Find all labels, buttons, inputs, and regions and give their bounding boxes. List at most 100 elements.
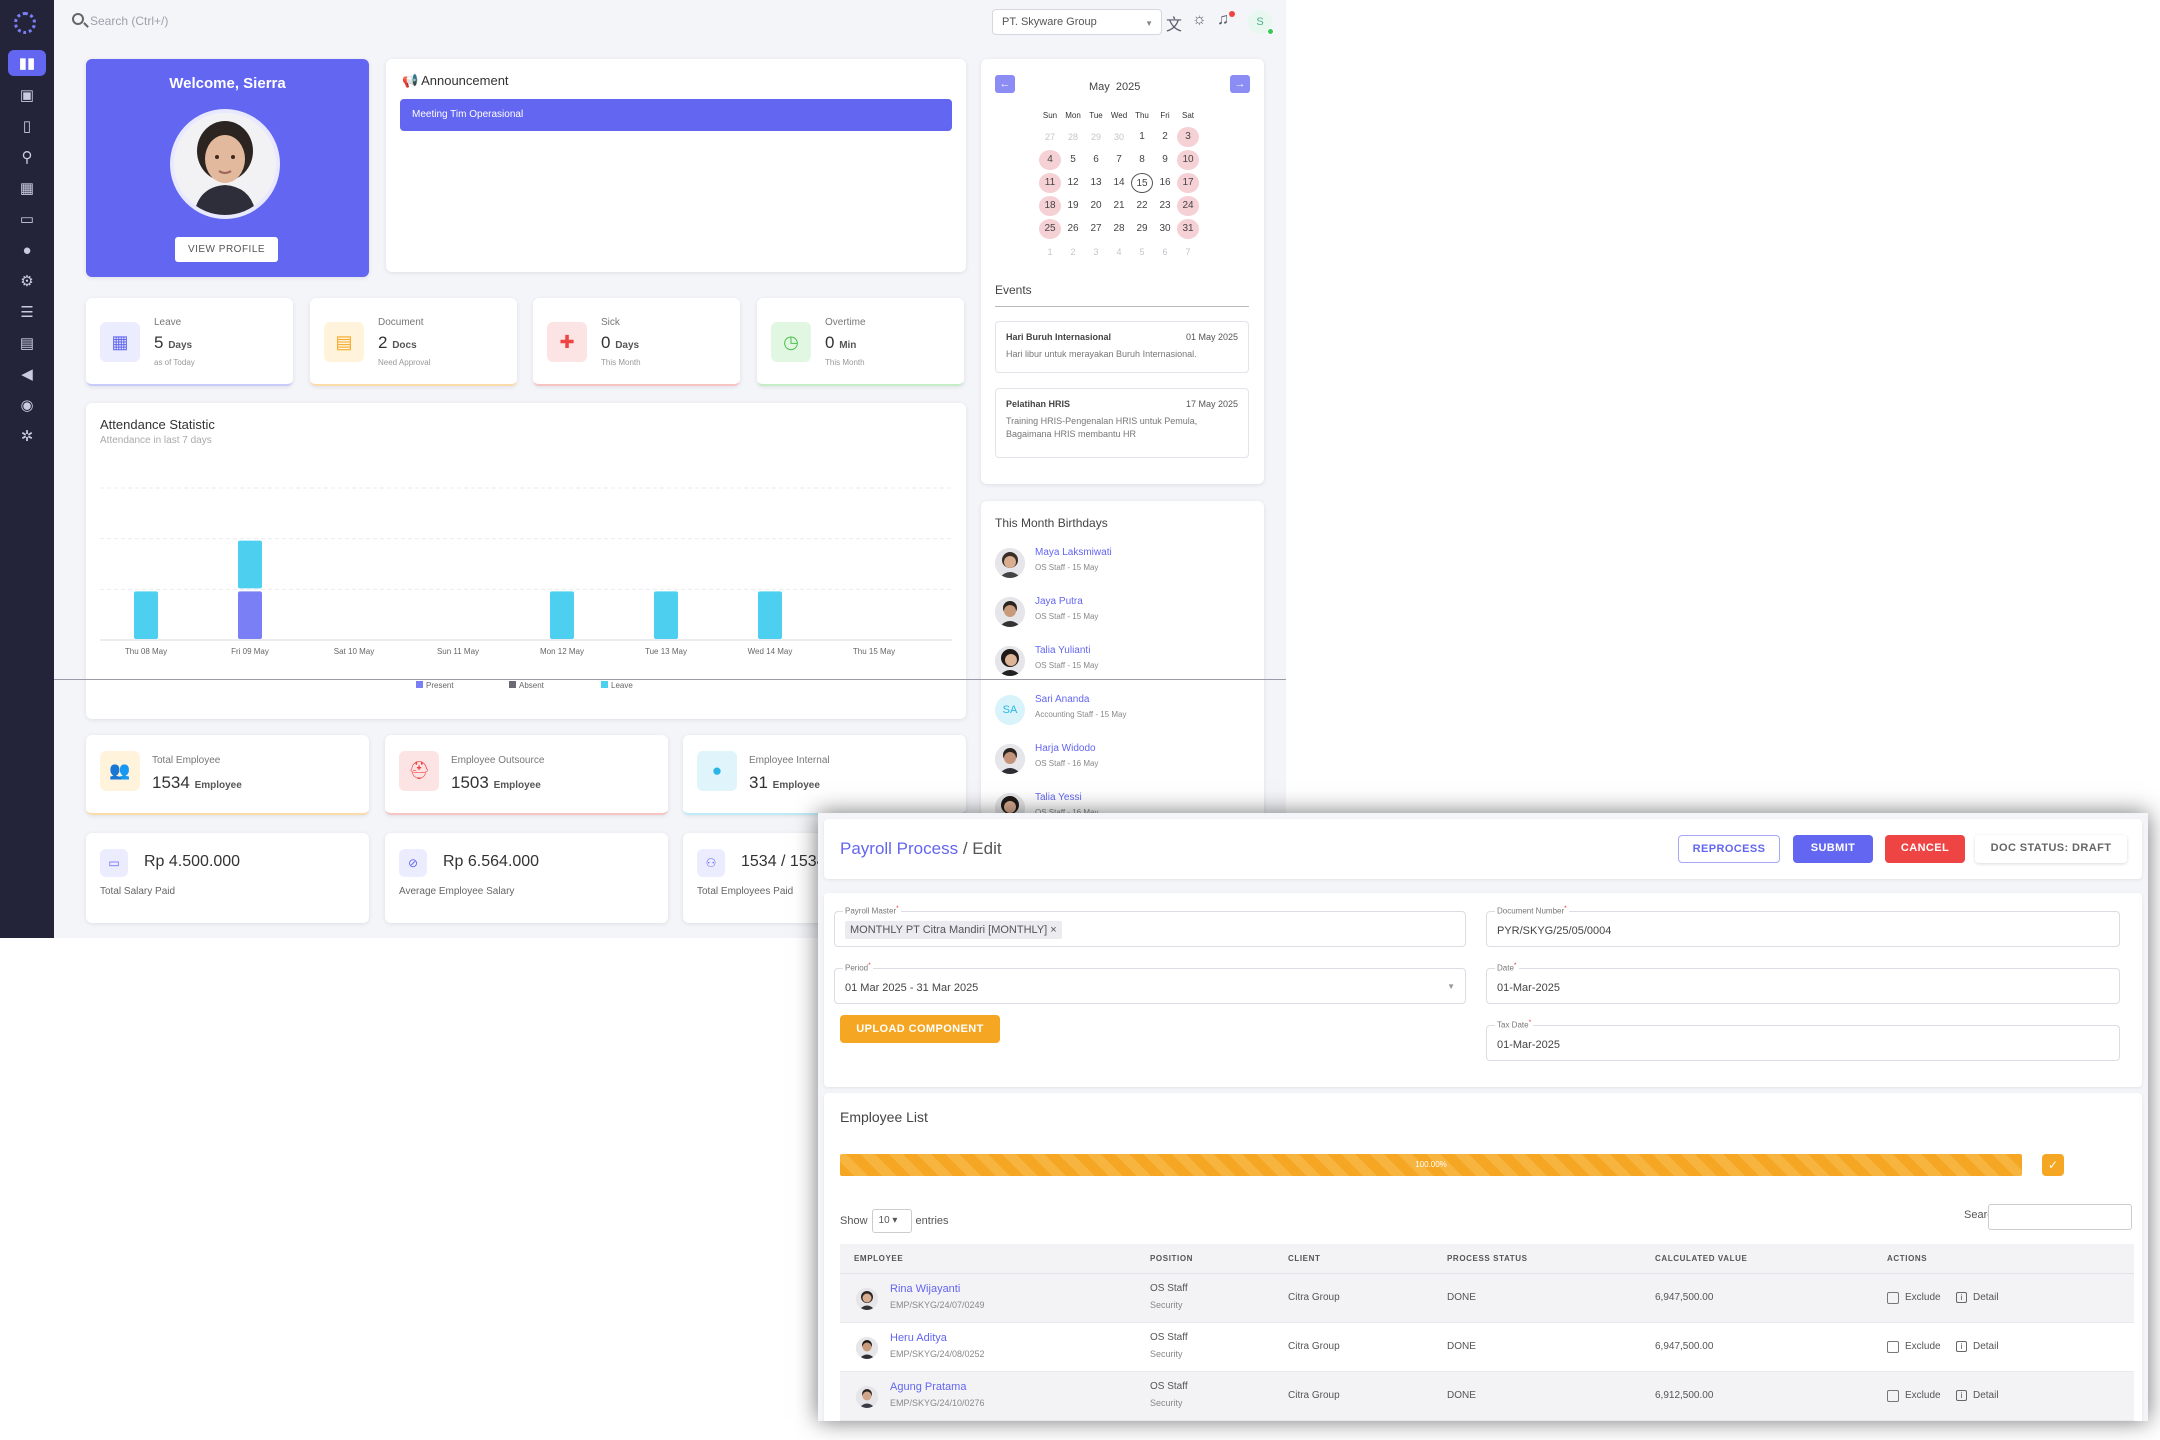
calendar-day[interactable]: 3: [1177, 127, 1199, 147]
calendar-day[interactable]: 25: [1039, 219, 1061, 239]
calendar-day[interactable]: 4: [1039, 150, 1061, 170]
search-input[interactable]: Search (Ctrl+/): [90, 14, 169, 28]
stat-card-overtime[interactable]: ◷ Overtime 0 Min This Month: [757, 298, 964, 386]
calendar-day[interactable]: 17: [1177, 173, 1199, 193]
calendar-day[interactable]: 29: [1136, 223, 1148, 234]
detail-icon[interactable]: i: [1956, 1292, 1967, 1303]
reprocess-button[interactable]: REPROCESS: [1678, 835, 1780, 863]
sidebar-item-attendance[interactable]: ▣: [19, 87, 35, 104]
calendar-day[interactable]: 30: [1159, 223, 1171, 234]
entries-select[interactable]: 10 ▾: [871, 1209, 912, 1233]
calendar-day[interactable]: 6: [1093, 154, 1099, 165]
sidebar-item-employee-search[interactable]: ⚲: [21, 149, 33, 166]
calendar-day[interactable]: 14: [1113, 177, 1125, 188]
calendar-day[interactable]: 8: [1139, 154, 1145, 165]
company-select[interactable]: PT. Skyware Group ▼: [992, 9, 1162, 35]
detail-link[interactable]: Detail: [1973, 1292, 1999, 1303]
calendar-day[interactable]: 1: [1047, 247, 1053, 257]
document-number-field[interactable]: Document Number* PYR/SKYG/25/05/0004: [1486, 905, 2120, 947]
calendar-day[interactable]: 13: [1090, 177, 1102, 188]
prev-month-button[interactable]: ←: [995, 75, 1015, 93]
calendar-day[interactable]: 24: [1177, 196, 1199, 216]
employee-name[interactable]: Agung Pratama: [890, 1381, 967, 1393]
sidebar-item-profile[interactable]: ●: [22, 241, 32, 259]
period-select[interactable]: Period* 01 Mar 2025 - 31 Mar 2025 ▼: [834, 962, 1466, 1004]
detail-link[interactable]: Detail: [1973, 1341, 1999, 1352]
column-header-position[interactable]: POSITION: [1150, 1254, 1194, 1263]
calendar-day[interactable]: 7: [1116, 154, 1122, 165]
calendar-day[interactable]: 11: [1039, 173, 1061, 193]
calendar-day[interactable]: 6: [1162, 247, 1168, 257]
column-header-employee[interactable]: EMPLOYEE: [854, 1254, 904, 1263]
birthday-item[interactable]: SA Sari Ananda Accounting Staff - 15 May: [995, 690, 1255, 730]
detail-icon[interactable]: i: [1956, 1390, 1967, 1401]
birthday-item[interactable]: Jaya Putra OS Staff - 15 May: [995, 592, 1255, 632]
calendar-day[interactable]: 5: [1070, 154, 1076, 165]
calendar-day[interactable]: 16: [1159, 177, 1171, 188]
calendar-day[interactable]: 10: [1177, 150, 1199, 170]
calendar-day[interactable]: 18: [1039, 196, 1061, 216]
check-circle-icon[interactable]: ✓: [2042, 1154, 2064, 1176]
calendar-day[interactable]: 28: [1113, 223, 1125, 234]
sidebar-item-dashboard[interactable]: ▮▮: [8, 50, 46, 76]
exclude-checkbox[interactable]: [1887, 1341, 1899, 1353]
cancel-button[interactable]: CANCEL: [1885, 835, 1965, 863]
calendar-day[interactable]: 5: [1139, 247, 1145, 257]
birthday-item[interactable]: Talia Yulianti OS Staff - 15 May: [995, 641, 1255, 681]
translate-icon[interactable]: 文: [1166, 17, 1183, 34]
calendar-day[interactable]: 4: [1116, 247, 1122, 257]
event-item[interactable]: Pelatihan HRIS 17 May 2025 Training HRIS…: [995, 388, 1249, 458]
calendar-day[interactable]: 26: [1067, 223, 1079, 234]
stat-card-sick[interactable]: ✚ Sick 0 Days This Month: [533, 298, 740, 386]
bell-icon[interactable]: ♫: [1217, 11, 1229, 28]
calendar-day[interactable]: 1: [1139, 131, 1145, 142]
user-avatar[interactable]: S: [1248, 10, 1274, 35]
breadcrumb-link[interactable]: Payroll Process: [840, 839, 959, 858]
employee-name[interactable]: Heru Aditya: [890, 1332, 947, 1344]
exclude-checkbox[interactable]: [1887, 1390, 1899, 1402]
sidebar-item-table[interactable]: ▦: [19, 180, 35, 197]
calendar-day[interactable]: 30: [1113, 132, 1124, 142]
calendar-day[interactable]: 2: [1162, 131, 1168, 142]
sidebar-item-settings[interactable]: ✲: [20, 428, 34, 445]
sidebar-item-reports[interactable]: ☰: [20, 304, 34, 321]
table-search-input[interactable]: [1988, 1204, 2132, 1230]
close-icon[interactable]: ×: [1050, 924, 1057, 936]
calendar-day[interactable]: 20: [1090, 200, 1102, 211]
employee-name[interactable]: Rina Wijayanti: [890, 1283, 961, 1295]
calendar-day[interactable]: 21: [1113, 200, 1125, 211]
view-profile-button[interactable]: VIEW PROFILE: [175, 237, 278, 262]
theme-icon[interactable]: ☼: [1192, 11, 1207, 28]
calendar-day[interactable]: 27: [1044, 132, 1055, 142]
column-header-calculated-value[interactable]: CALCULATED VALUE: [1655, 1254, 1748, 1263]
calendar-day[interactable]: 28: [1067, 132, 1078, 142]
column-header-client[interactable]: CLIENT: [1288, 1254, 1321, 1263]
sidebar-item-announcement[interactable]: ◀: [21, 366, 33, 383]
sidebar-item-documents[interactable]: ▤: [19, 335, 35, 352]
announcement-item[interactable]: Meeting Tim Operasional: [400, 99, 952, 131]
detail-link[interactable]: Detail: [1973, 1390, 1999, 1401]
birthday-item[interactable]: Harja Widodo OS Staff - 16 May: [995, 739, 1255, 779]
next-month-button[interactable]: →: [1230, 75, 1250, 93]
calendar-day[interactable]: 7: [1185, 247, 1191, 257]
sidebar-item-users[interactable]: ◉: [20, 397, 34, 414]
calendar-day[interactable]: 19: [1067, 200, 1079, 211]
birthday-item[interactable]: Maya Laksmiwati OS Staff - 15 May: [995, 543, 1255, 583]
exclude-checkbox[interactable]: [1887, 1292, 1899, 1304]
date-field[interactable]: Date* 01-Mar-2025: [1486, 962, 2120, 1004]
detail-icon[interactable]: i: [1956, 1341, 1967, 1352]
calendar-day[interactable]: 2: [1070, 247, 1076, 257]
calendar-day[interactable]: 3: [1093, 247, 1099, 257]
calendar-day[interactable]: 15: [1131, 173, 1153, 193]
calendar-day[interactable]: 27: [1090, 223, 1102, 234]
submit-button[interactable]: SUBMIT: [1793, 835, 1873, 863]
stat-card-leave[interactable]: ▦ Leave 5 Days as of Today: [86, 298, 293, 386]
calendar-day[interactable]: 12: [1067, 177, 1079, 188]
tax-date-field[interactable]: Tax Date* 01-Mar-2025: [1486, 1019, 2120, 1061]
event-item[interactable]: Hari Buruh Internasional 01 May 2025 Har…: [995, 321, 1249, 373]
calendar-day[interactable]: 9: [1162, 154, 1168, 165]
stat-card-document[interactable]: ▤ Document 2 Docs Need Approval: [310, 298, 517, 386]
payroll-master-chip[interactable]: MONTHLY PT Citra Mandiri [MONTHLY] ×: [845, 921, 1062, 939]
calendar-day[interactable]: 31: [1177, 219, 1199, 239]
column-header-process-status[interactable]: PROCESS STATUS: [1447, 1254, 1528, 1263]
